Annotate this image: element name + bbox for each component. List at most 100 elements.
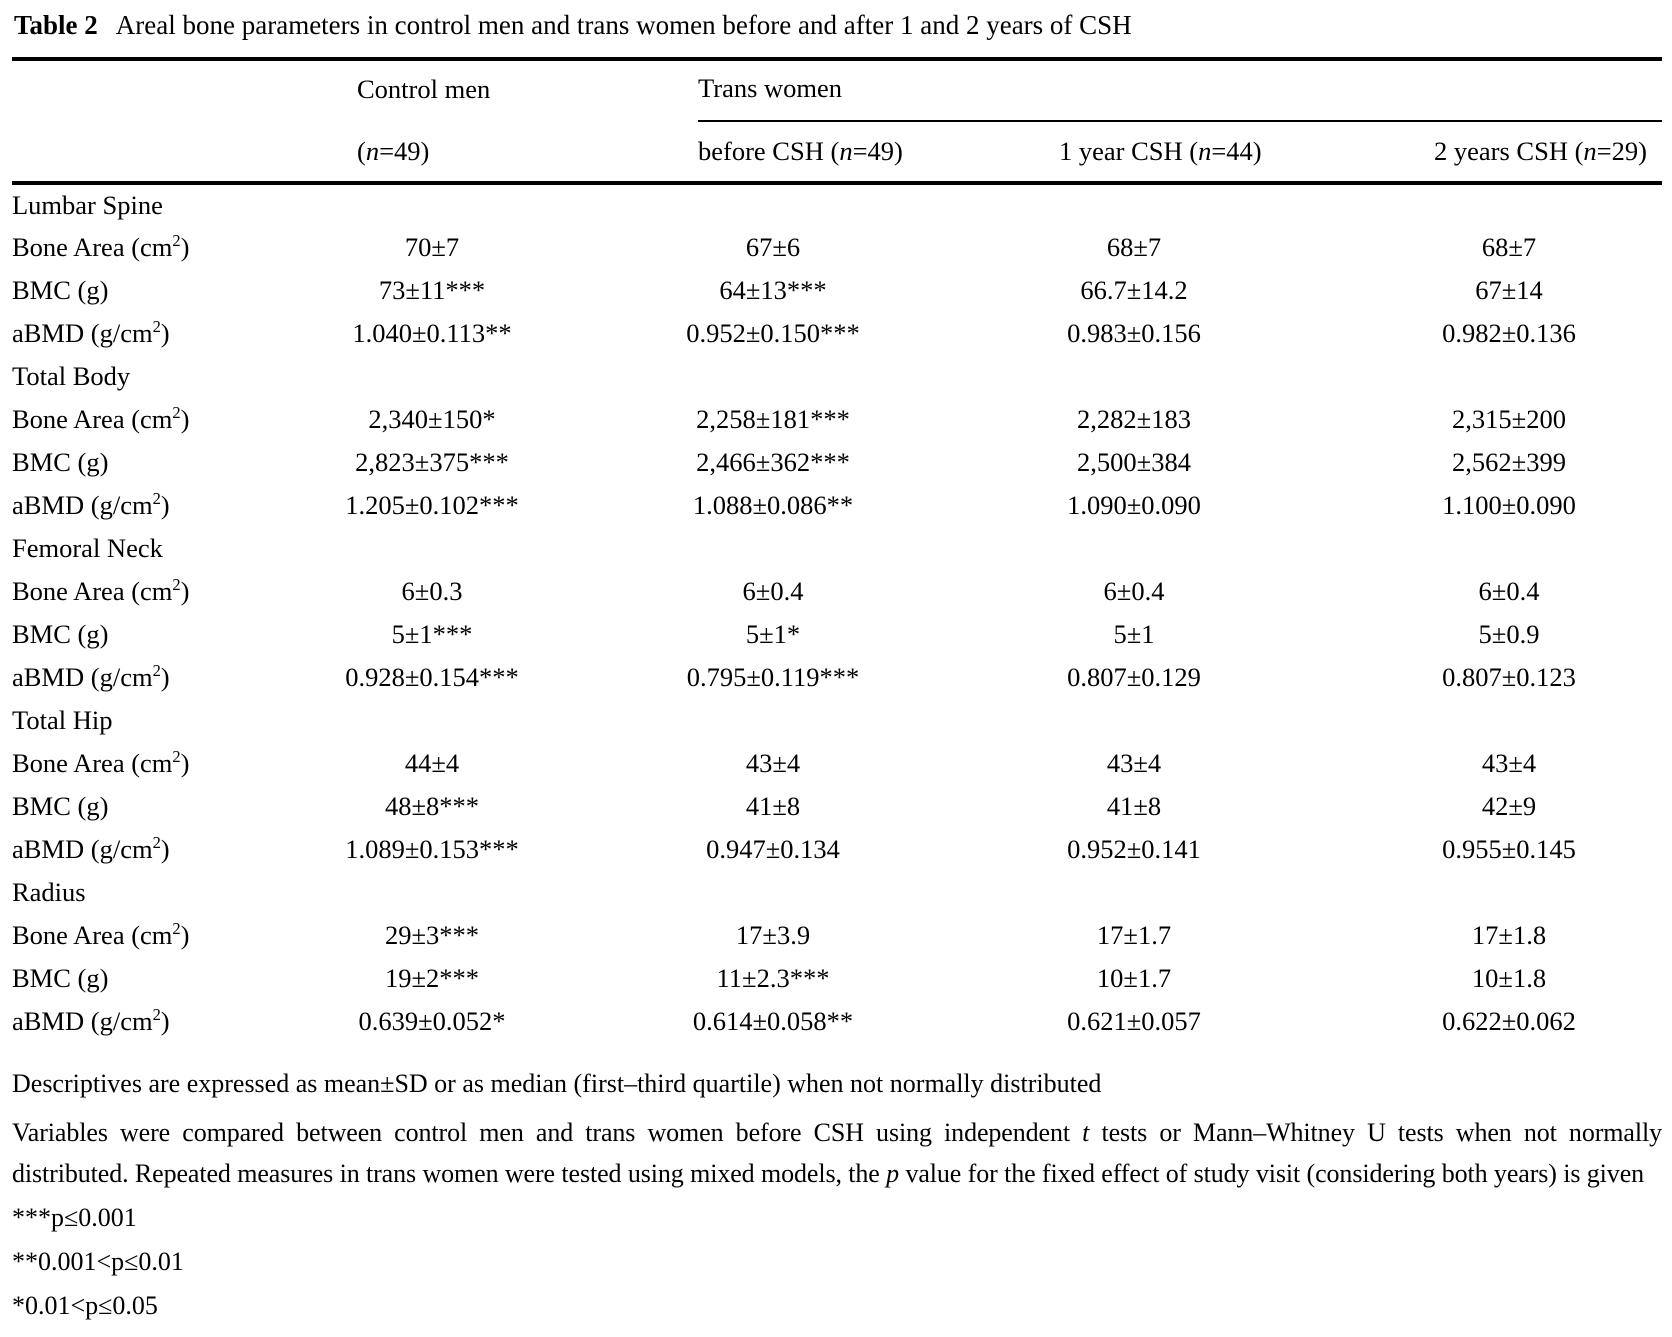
value-text: 0.952±0.150***: [686, 318, 860, 348]
row-label: Bone Area (cm2): [12, 403, 190, 434]
value-cell: 0.947±0.134: [698, 828, 1059, 871]
value-text: 2,562±399: [1452, 447, 1566, 477]
value-cell: 5±0.9: [1434, 613, 1662, 656]
empty-header-cell: [12, 57, 357, 121]
value-cell: 64±13***: [698, 269, 1059, 312]
value-cell: 2,500±384: [1059, 441, 1434, 484]
table-caption: Table 2 Areal bone parameters in control …: [14, 10, 1662, 41]
value-text: 2,466±362***: [696, 447, 850, 477]
section-label: Radius: [12, 877, 86, 907]
section-row-total-hip: Total Hip: [12, 699, 1662, 742]
section-row-total-body: Total Body: [12, 355, 1662, 398]
value-text: 1.040±0.113**: [352, 318, 512, 348]
value-cell: 2,258±181***: [696, 398, 1059, 441]
value-cell: 43±4: [1059, 742, 1434, 785]
value-cell: 1.089±0.153***: [345, 828, 698, 871]
value-cell: 0.807±0.129: [1059, 656, 1434, 699]
value-text: 0.807±0.123: [1442, 662, 1576, 692]
value-cell: 68±7: [1059, 226, 1434, 269]
data-row: BMC (g) 19±2*** 11±2.3*** 10±1.7 10±1.8: [12, 957, 1662, 1000]
value-text: 0.639±0.052*: [358, 1006, 506, 1036]
subheader-control-men-n: (n=49): [357, 121, 698, 185]
data-row: aBMD (g/cm2) 1.040±0.113** 0.952±0.150*** 0…: [12, 312, 1662, 355]
value-cell: 0.952±0.150***: [686, 312, 1059, 355]
value-text: 2,500±384: [1077, 447, 1191, 477]
value-text: 48±8***: [384, 791, 480, 821]
value-cell: 5±1: [1059, 613, 1434, 656]
table-body: Lumbar Spine Bone Area (cm2) 70±7 67±6 68±7 6…: [12, 183, 1662, 1043]
section-label: Lumbar Spine: [12, 190, 163, 220]
value-text: 29±3***: [384, 920, 480, 950]
value-text: 1.205±0.102***: [345, 490, 519, 520]
value-text: 0.928±0.154***: [345, 662, 519, 692]
data-row: aBMD (g/cm2) 0.639±0.052* 0.614±0.058** 0.6…: [12, 1000, 1662, 1043]
value-text: 1.090±0.090: [1067, 490, 1201, 520]
value-cell: 43±4: [698, 742, 1059, 785]
value-cell: 10±1.8: [1434, 957, 1662, 1000]
value-text: 10±1.8: [1471, 963, 1547, 993]
value-cell: 0.795±0.119***: [687, 656, 1059, 699]
value-cell: 2,823±375***: [355, 441, 698, 484]
value-text: 0.621±0.057: [1067, 1006, 1201, 1036]
value-text: 0.614±0.058**: [692, 1006, 854, 1036]
value-text: 0.622±0.062: [1442, 1006, 1576, 1036]
value-text: 17±1.7: [1096, 920, 1172, 950]
row-label: aBMD (g/cm2): [12, 317, 170, 348]
subheader-2-years-csh: 2 years CSH (n=29): [1434, 121, 1662, 185]
value-cell: 17±1.8: [1434, 914, 1662, 957]
value-cell: 1.100±0.090: [1434, 484, 1662, 527]
value-text: 0.795±0.119***: [686, 662, 860, 692]
value-cell: 0.983±0.156: [1059, 312, 1434, 355]
row-label: Bone Area (cm2): [12, 747, 190, 778]
group-header-row: Control men Trans women: [12, 57, 1662, 122]
value-text: 67±14: [1475, 275, 1543, 305]
value-cell: 6±0.4: [698, 570, 1059, 613]
value-cell: 1.205±0.102***: [345, 484, 698, 527]
footnote-5: *0.01<p≤0.05: [12, 1291, 158, 1320]
value-cell: 5±1*: [698, 613, 1059, 656]
value-text: 43±4: [745, 748, 801, 778]
value-text: 6±0.4: [742, 576, 804, 606]
value-cell: 6±0.4: [1434, 570, 1662, 613]
row-label: aBMD (g/cm2): [12, 833, 170, 864]
value-cell: 17±3.9: [698, 914, 1059, 957]
empty-subheader-cell: [12, 121, 357, 185]
data-row: aBMD (g/cm2) 1.089±0.153*** 0.947±0.134 0.9…: [12, 828, 1662, 871]
value-text: 67±6: [745, 232, 801, 262]
value-text: 1.089±0.153***: [345, 834, 519, 864]
value-text: 70±7: [404, 232, 460, 262]
col-group-control-men: Control men: [357, 57, 698, 121]
value-cell: 41±8: [1059, 785, 1434, 828]
value-text: 10±1.7: [1096, 963, 1172, 993]
value-text: 43±4: [1481, 748, 1537, 778]
value-cell: 67±6: [698, 226, 1059, 269]
row-label: BMC (g): [12, 275, 109, 305]
value-cell: 0.622±0.062: [1434, 1000, 1662, 1043]
data-row: BMC (g) 48±8*** 41±8 41±8 42±9: [12, 785, 1662, 828]
value-text: 19±2***: [384, 963, 480, 993]
value-cell: 2,562±399: [1434, 441, 1662, 484]
value-cell: 2,466±362***: [696, 441, 1059, 484]
row-label: BMC (g): [12, 619, 109, 649]
value-cell: 0.952±0.141: [1059, 828, 1434, 871]
bone-parameters-table: Control men Trans women (n=49) before CS…: [12, 57, 1662, 1043]
footnote-3: ***p≤0.001: [12, 1203, 137, 1232]
value-text: 1.088±0.086**: [692, 490, 854, 520]
data-row: aBMD (g/cm2) 1.205±0.102*** 1.088±0.086** 1…: [12, 484, 1662, 527]
value-cell: 2,282±183: [1059, 398, 1434, 441]
value-cell: 11±2.3***: [698, 957, 1059, 1000]
row-label: BMC (g): [12, 447, 109, 477]
data-row: Bone Area (cm2) 2,340±150* 2,258±181*** 2,2…: [12, 398, 1662, 441]
data-row: Bone Area (cm2) 44±4 43±4 43±4 43±4: [12, 742, 1662, 785]
value-text: 17±3.9: [735, 920, 811, 950]
table-footnotes: Descriptives are expressed as mean±SD or…: [12, 1063, 1662, 1322]
value-cell: 19±2***: [357, 957, 698, 1000]
section-row-femoral-neck: Femoral Neck: [12, 527, 1662, 570]
value-cell: 0.982±0.136: [1434, 312, 1662, 355]
value-text: 64±13***: [719, 275, 827, 305]
table-number: Table 2: [14, 10, 98, 40]
section-label: Total Body: [12, 361, 131, 391]
data-row: Bone Area (cm2) 70±7 67±6 68±7 68±7: [12, 226, 1662, 269]
row-label: aBMD (g/cm2): [12, 661, 170, 692]
